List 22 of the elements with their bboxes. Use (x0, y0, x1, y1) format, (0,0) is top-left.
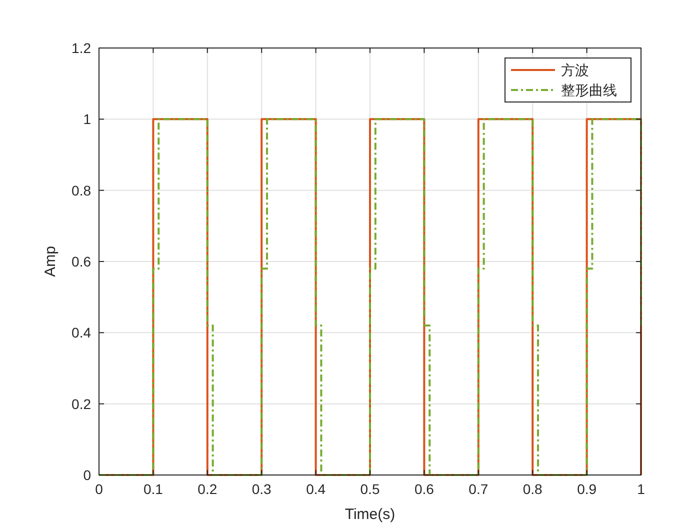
x-tick-label: 0.6 (414, 481, 434, 497)
y-tick-label: 0.8 (72, 182, 92, 198)
x-tick-label: 0 (95, 481, 104, 497)
x-tick-label: 0.2 (198, 481, 218, 497)
y-axis-title: Amp (42, 246, 59, 277)
legend-label: 整形曲线 (561, 83, 617, 99)
x-tick-label: 0.3 (252, 481, 272, 497)
y-tick-label: 0 (83, 467, 92, 483)
y-tick-label: 0.2 (72, 396, 92, 412)
y-tick-label: 0.4 (72, 324, 92, 341)
x-tick-label: 0.5 (360, 481, 380, 497)
legend-label: 方波 (561, 63, 589, 79)
x-tick-label: 0.8 (522, 481, 543, 497)
y-tick-label: 1 (83, 111, 92, 128)
y-tick-label: 1.2 (72, 40, 92, 56)
x-tick-label: 0.7 (468, 481, 488, 497)
x-tick-label: 0.4 (306, 481, 326, 497)
x-tick-label: 0.9 (577, 481, 597, 497)
y-tick-label: 0.6 (72, 254, 92, 270)
x-tick-label: 1 (637, 481, 646, 497)
x-tick-label: 0.1 (143, 481, 164, 497)
x-axis-title: Time(s) (344, 506, 396, 523)
